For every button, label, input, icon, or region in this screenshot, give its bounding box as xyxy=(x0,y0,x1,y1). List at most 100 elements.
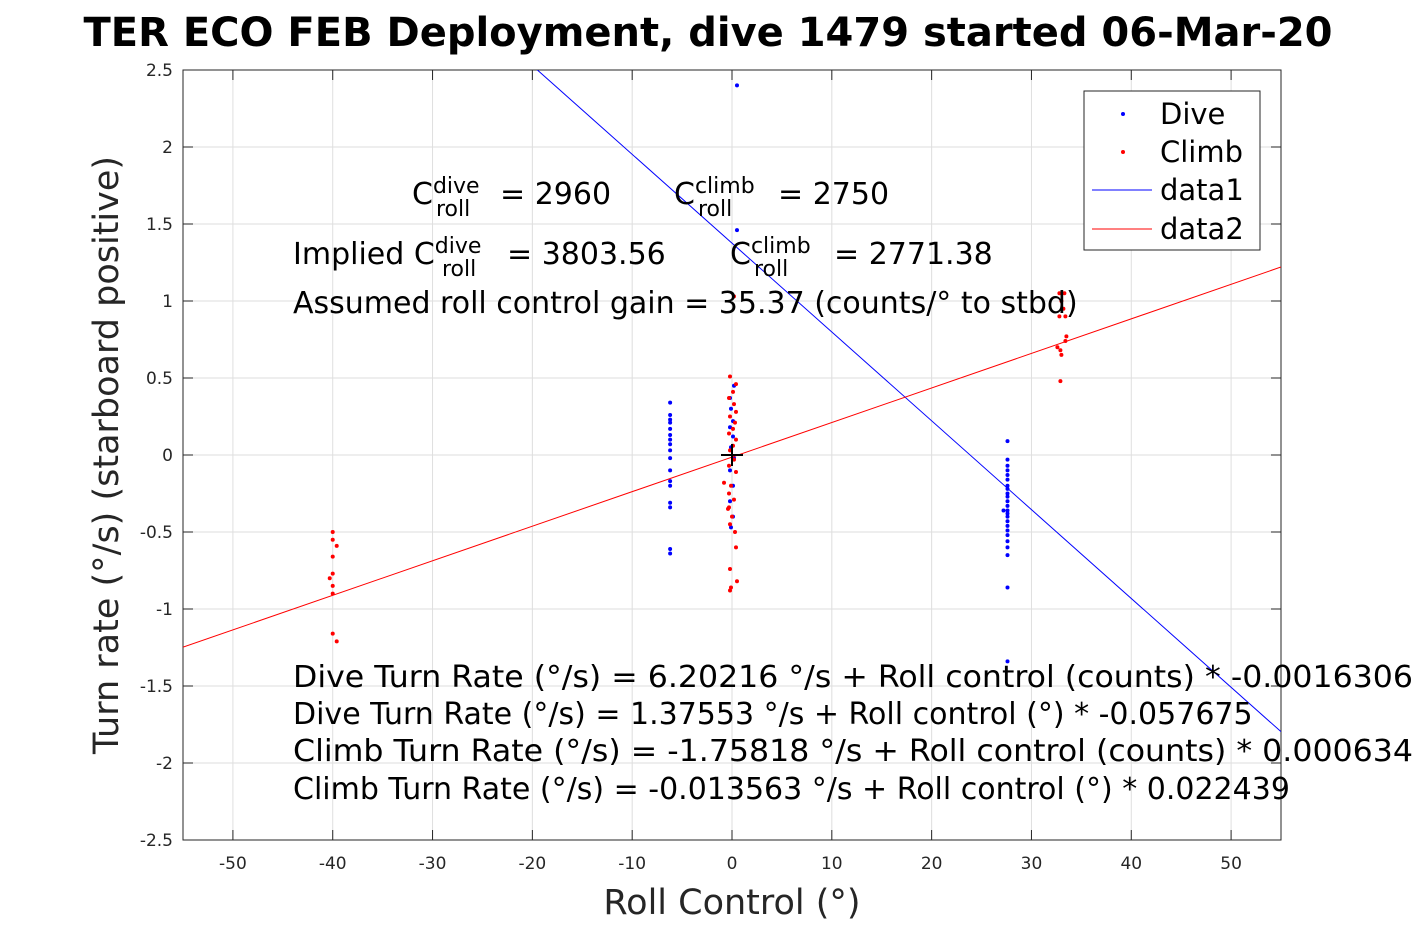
sub-roll: roll xyxy=(698,197,732,222)
fit-equations: Dive Turn Rate (°/s) = 6.20216 °/s + Rol… xyxy=(293,660,1413,807)
climb-point xyxy=(726,506,731,511)
climb-point xyxy=(728,374,733,379)
x-tick-label: 40 xyxy=(1120,854,1142,874)
dive-point xyxy=(1005,553,1010,558)
dive-point xyxy=(1005,491,1010,496)
climb-point xyxy=(729,483,734,488)
c-symbol: C xyxy=(412,177,433,212)
dive-point xyxy=(1001,508,1006,513)
y-tick-label: -0.5 xyxy=(140,523,173,543)
legend-marker-climb xyxy=(1121,150,1125,154)
eq-sign: = xyxy=(778,177,813,212)
climb-point xyxy=(729,585,734,590)
climb-point xyxy=(732,530,737,534)
climb-point xyxy=(734,579,739,584)
dive-point xyxy=(729,525,734,530)
x-tick-label: -50 xyxy=(219,854,247,874)
climb-point xyxy=(730,426,735,431)
climb-point xyxy=(728,522,733,527)
climb-point xyxy=(1057,314,1062,319)
climb-point xyxy=(1055,345,1060,350)
dive-point xyxy=(728,499,733,504)
dive-point xyxy=(1005,477,1010,482)
series-line-data1 xyxy=(536,70,1281,733)
implied-c-roll-row: Implied Cdive roll = 3803.56 Cclimb roll = 27… xyxy=(293,234,993,282)
y-tick-label: -2 xyxy=(156,754,173,774)
y-tick-label: 0 xyxy=(162,446,173,466)
climb-point xyxy=(727,396,732,401)
dive-point xyxy=(1005,511,1010,516)
c-symbol: C xyxy=(674,177,695,212)
y-tick-label: -1 xyxy=(156,600,173,620)
dive-point xyxy=(1005,545,1010,550)
c-symbol: C xyxy=(414,237,435,272)
climb-point xyxy=(733,437,738,442)
eq-sign: = xyxy=(500,177,535,212)
climb-point xyxy=(722,480,727,485)
climb-point xyxy=(1058,379,1063,384)
dive-point xyxy=(734,228,739,233)
data-marks xyxy=(183,70,1281,733)
y-tick-label: 2 xyxy=(162,138,173,158)
climb-point xyxy=(330,530,335,534)
climb-point xyxy=(732,420,737,425)
dive-point xyxy=(1005,457,1010,462)
climb-point xyxy=(1058,348,1063,353)
y-tick-label: 1 xyxy=(162,292,173,312)
dive-point xyxy=(668,551,673,556)
climb-point xyxy=(330,554,335,559)
y-tick-label: 0.5 xyxy=(146,369,173,389)
dive-point xyxy=(668,505,673,510)
legend-label-dive: Dive xyxy=(1160,97,1225,131)
dive-point xyxy=(668,483,673,488)
dive-point xyxy=(730,434,735,439)
dive-point xyxy=(668,442,673,447)
dive-point xyxy=(1005,503,1010,508)
implied-climb-value: 2771.38 xyxy=(869,237,993,272)
x-tick-label: -40 xyxy=(319,854,347,874)
y-tick-label: 1.5 xyxy=(146,215,173,235)
climb-point xyxy=(733,382,738,387)
dive-point xyxy=(1005,539,1010,544)
climb-point xyxy=(330,571,335,576)
dive-point xyxy=(1005,439,1010,444)
eq-sign: = xyxy=(507,237,542,272)
x-tick-label: 50 xyxy=(1220,854,1242,874)
dive-point xyxy=(734,83,739,88)
dive-point xyxy=(1005,508,1010,513)
dive-point xyxy=(668,412,673,417)
x-tick-label: 20 xyxy=(921,854,943,874)
dive-point xyxy=(668,437,673,442)
climb-point xyxy=(731,402,736,407)
dive-point xyxy=(1005,523,1010,528)
c-symbol: C xyxy=(730,237,751,272)
dive-point xyxy=(668,448,673,453)
climb-point xyxy=(730,389,735,394)
legend-label-data2: data2 xyxy=(1160,212,1244,246)
dive-point xyxy=(668,432,673,437)
climb-point xyxy=(730,514,734,519)
x-tick-label: 0 xyxy=(727,854,738,874)
climb-point xyxy=(733,545,738,550)
climb-point xyxy=(1063,314,1068,319)
climb-point xyxy=(1064,334,1069,339)
eq-sign: = xyxy=(834,237,869,272)
dive-point xyxy=(668,400,673,405)
x-tick-label: 30 xyxy=(1021,854,1043,874)
implied-prefix: Implied xyxy=(293,237,414,272)
sup-dive: dive xyxy=(435,234,482,259)
dive-point xyxy=(1005,585,1010,590)
climb-point xyxy=(733,469,738,474)
c-roll-dive-value: 2960 xyxy=(535,177,611,212)
x-tick-label: 10 xyxy=(821,854,843,874)
x-axis-label: Roll Control (°) xyxy=(603,883,860,923)
dive-point xyxy=(1005,473,1010,478)
dive-point xyxy=(1005,528,1010,533)
climb-point xyxy=(728,566,733,571)
dive-point xyxy=(1005,499,1010,504)
dive-point xyxy=(668,426,673,431)
dive-point xyxy=(1005,514,1010,519)
legend-label-data1: data1 xyxy=(1160,173,1244,207)
x-tick-label: -10 xyxy=(618,854,646,874)
